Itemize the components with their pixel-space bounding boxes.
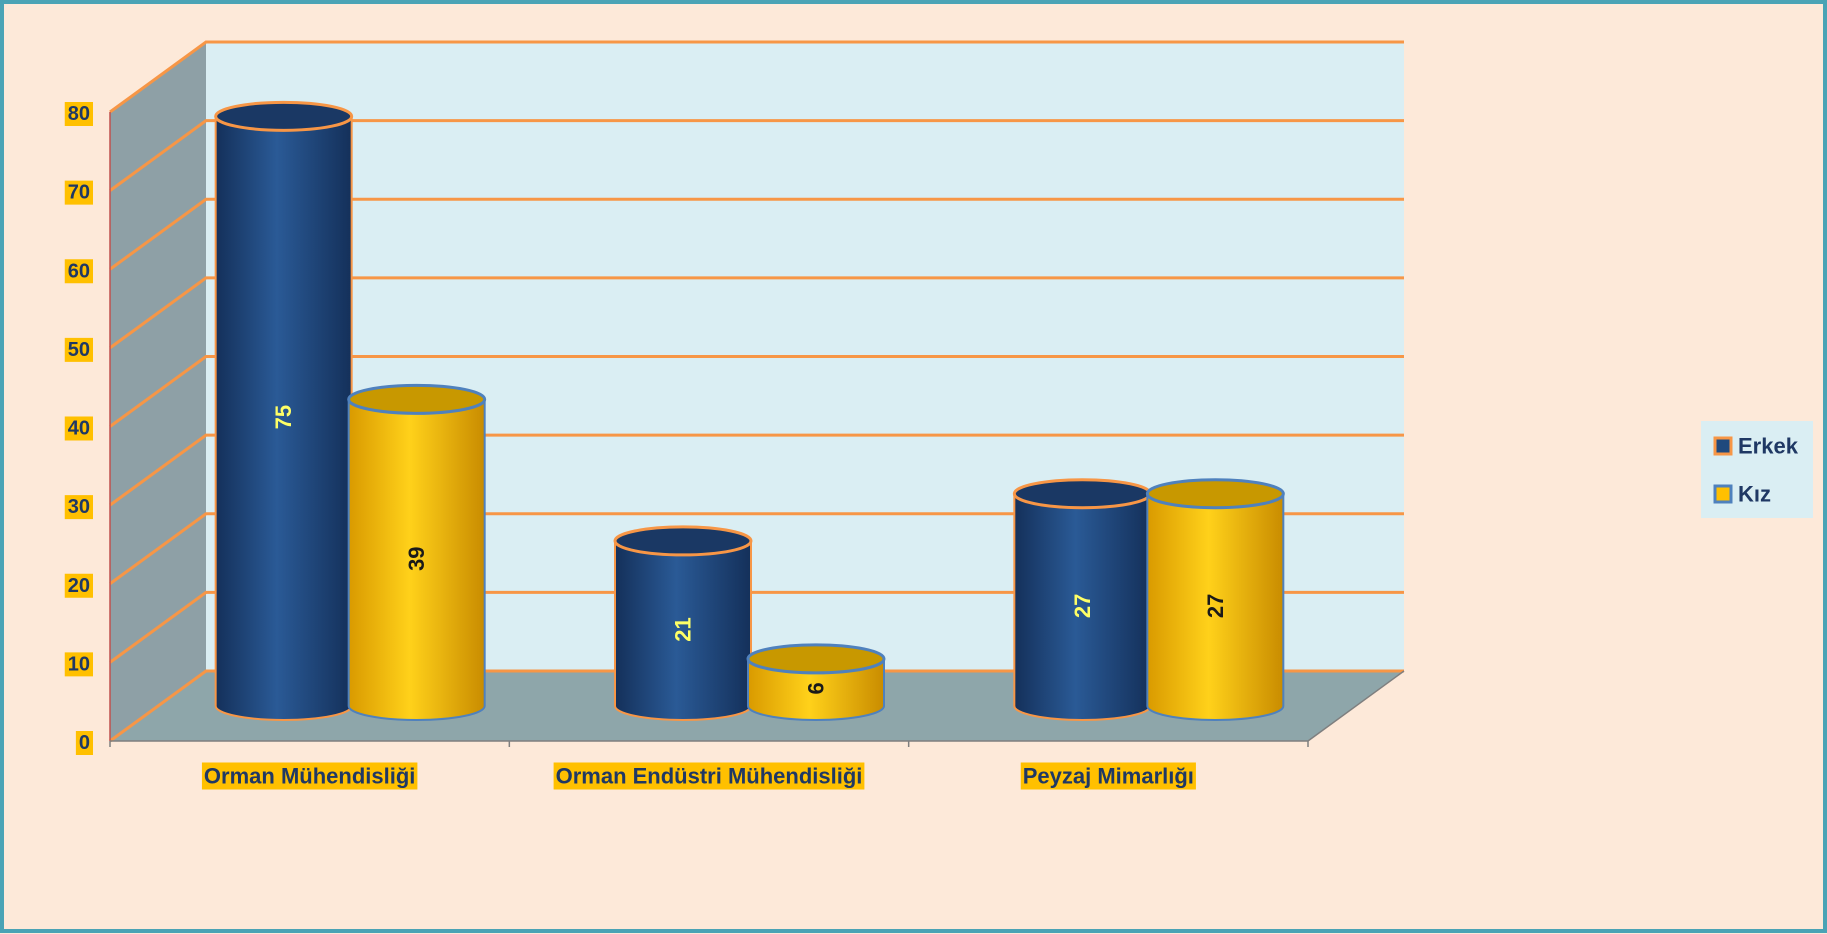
data-label: 39 <box>404 546 429 570</box>
y-tick-label-highlight <box>64 416 93 441</box>
y-tick-label-group: 10 <box>64 652 93 677</box>
y-tick-label: 40 <box>68 418 90 440</box>
bar-body <box>214 115 353 721</box>
bar-kız: 27 <box>1145 478 1285 721</box>
y-tick-label-highlight <box>64 337 93 362</box>
gridline <box>109 276 1404 350</box>
x-category-label-highlight <box>553 762 865 790</box>
y-tick-label: 10 <box>68 653 90 675</box>
y-tick-label-highlight <box>64 573 93 598</box>
bar-top <box>1012 478 1152 510</box>
gridline <box>109 590 1404 664</box>
bar-erkek: 21 <box>613 525 753 721</box>
bar-body <box>614 539 752 721</box>
bar-body <box>747 657 885 721</box>
y-tick-label-highlight <box>64 102 93 126</box>
bar-top <box>347 383 487 415</box>
y-tick-label-group: 80 <box>64 102 93 126</box>
bar-kız: 6 <box>746 643 886 721</box>
y-tick-label-highlight <box>75 731 93 755</box>
y-tick-label-highlight <box>64 180 93 205</box>
y-tick-label-group: 60 <box>64 259 93 284</box>
bar-top <box>613 525 753 557</box>
gridline <box>109 669 1404 743</box>
x-category-label-highlight <box>1020 762 1196 790</box>
data-label: 21 <box>671 617 696 641</box>
data-label: 27 <box>1203 594 1228 618</box>
gridline <box>109 197 1404 271</box>
y-tick-label: 30 <box>68 496 90 518</box>
y-tick-label: 80 <box>68 103 90 125</box>
bar-top <box>746 643 886 675</box>
x-category-label-group: Orman Endüstri Mühendisliği <box>553 762 865 790</box>
legend-swatch-erkek <box>1713 436 1733 456</box>
y-tick-label-group: 50 <box>64 337 93 362</box>
legend-label-kız: Kız <box>1738 482 1771 507</box>
bar-body <box>347 398 486 721</box>
x-category-label-group: Orman Mühendisliği <box>201 762 418 790</box>
legend: Erkek Kız <box>1701 421 1813 518</box>
bar-top <box>214 100 354 132</box>
y-tick-label: 50 <box>68 339 90 361</box>
legend-label-erkek: Erkek <box>1738 434 1799 459</box>
bar-erkek: 27 <box>1012 478 1152 721</box>
legend-swatch-kız <box>1713 484 1733 504</box>
x-category-label: Peyzaj Mimarlığı <box>1023 764 1194 789</box>
gridline <box>109 40 1404 114</box>
y-tick-label: 60 <box>68 260 90 282</box>
y-tick-label-group: 40 <box>64 416 93 441</box>
x-category-label: Orman Endüstri Mühendisliği <box>556 764 863 789</box>
x-category-label-group: Peyzaj Mimarlığı <box>1020 762 1196 790</box>
gridline <box>109 512 1404 585</box>
x-category-label-highlight <box>201 762 418 790</box>
bar-erkek: 75 <box>214 100 354 721</box>
y-tick-label-highlight <box>64 652 93 677</box>
y-tick-label: 0 <box>79 732 90 754</box>
y-tick-label: 20 <box>68 575 90 597</box>
bar-body <box>1146 492 1285 721</box>
gridline <box>109 355 1404 428</box>
gridline <box>109 433 1404 507</box>
x-category-label: Orman Mühendisliği <box>204 764 415 789</box>
y-tick-label-highlight <box>64 495 93 520</box>
cylinder-bar-chart: 0 10 20 30 40 50 60 70 80 75 39 21 6 27 27 Orman Mühe… <box>64 40 1813 790</box>
bar-top <box>1145 478 1285 510</box>
data-label: 6 <box>804 682 829 694</box>
y-tick-label-group: 70 <box>64 180 93 205</box>
y-tick-label-group: 20 <box>64 573 93 598</box>
y-tick-label: 70 <box>68 182 90 204</box>
bar-kız: 39 <box>347 383 487 721</box>
bar-body <box>1013 492 1152 721</box>
y-tick-label-group: 0 <box>75 731 93 755</box>
y-tick-label-group: 30 <box>64 495 93 520</box>
y-tick-label-highlight <box>64 259 93 284</box>
data-label: 27 <box>1070 594 1095 618</box>
data-label: 75 <box>271 405 296 429</box>
gridline <box>109 119 1404 192</box>
